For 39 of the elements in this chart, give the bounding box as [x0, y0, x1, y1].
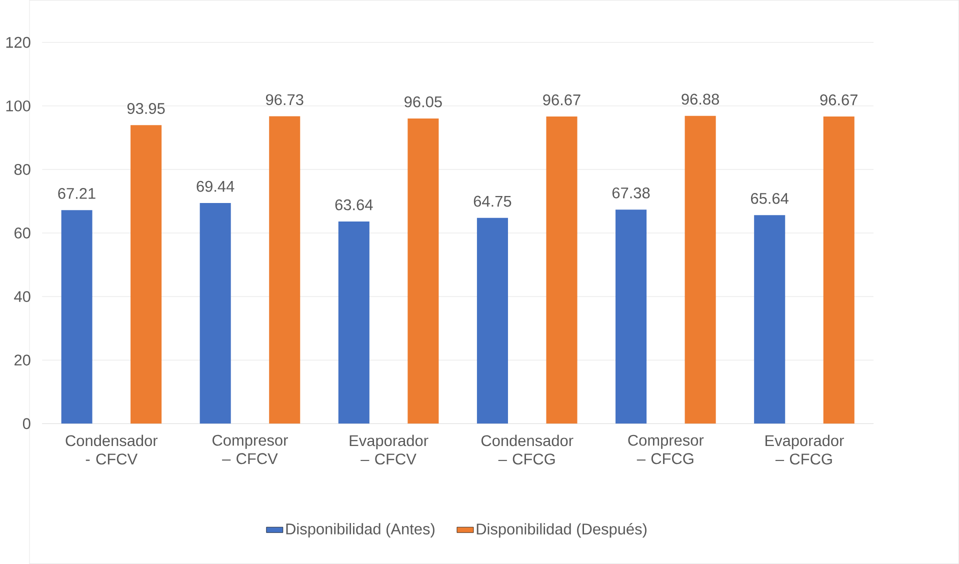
- legend-label: Disponibilidad (Antes): [286, 523, 434, 538]
- x-tick-label: Condensador – CFCG: [481, 434, 574, 465]
- data-label: 96.67: [543, 94, 580, 106]
- data-label: 96.67: [820, 94, 858, 106]
- y-tick-label: 80: [14, 164, 30, 175]
- legend-label: Disponibilidad (Después): [476, 523, 646, 538]
- bar: [754, 215, 786, 424]
- data-label: 96.73: [266, 94, 304, 106]
- data-label: 67.38: [612, 187, 650, 198]
- x-tick-label: Compresor – CFCG: [628, 434, 704, 464]
- bar: [684, 116, 716, 424]
- data-label: 67.21: [58, 188, 96, 199]
- data-label: 96.88: [682, 94, 719, 105]
- bar: [476, 218, 508, 424]
- bar: [408, 118, 439, 424]
- x-tick-label: Evaporador – CFCG: [766, 434, 844, 465]
- y-tick-label: 40: [14, 291, 30, 302]
- y-tick-label: 60: [14, 228, 30, 238]
- data-label: 96.05: [404, 96, 442, 108]
- bar: [130, 125, 162, 424]
- x-tick-label: Condensador - CFCV: [66, 434, 158, 465]
- bar: [823, 116, 854, 424]
- data-label: 63.64: [335, 199, 373, 210]
- y-tick-label: 100: [6, 100, 30, 112]
- data-label: 93.95: [127, 103, 165, 114]
- x-tick-label: Compresor – CFCV: [212, 434, 288, 464]
- bar: [61, 210, 92, 424]
- y-tick-label: 20: [14, 354, 30, 366]
- bar: [546, 116, 578, 424]
- bar: [269, 116, 300, 424]
- data-label: 69.44: [196, 180, 234, 192]
- data-label: 65.64: [751, 192, 788, 204]
- x-tick-label: Evaporador – CFCV: [350, 434, 428, 465]
- data-label: 64.75: [474, 196, 512, 207]
- y-tick-label: 120: [6, 36, 30, 48]
- bar: [616, 210, 647, 424]
- bar: [338, 221, 370, 424]
- y-tick-label: 0: [22, 418, 30, 430]
- bar: [200, 203, 231, 424]
